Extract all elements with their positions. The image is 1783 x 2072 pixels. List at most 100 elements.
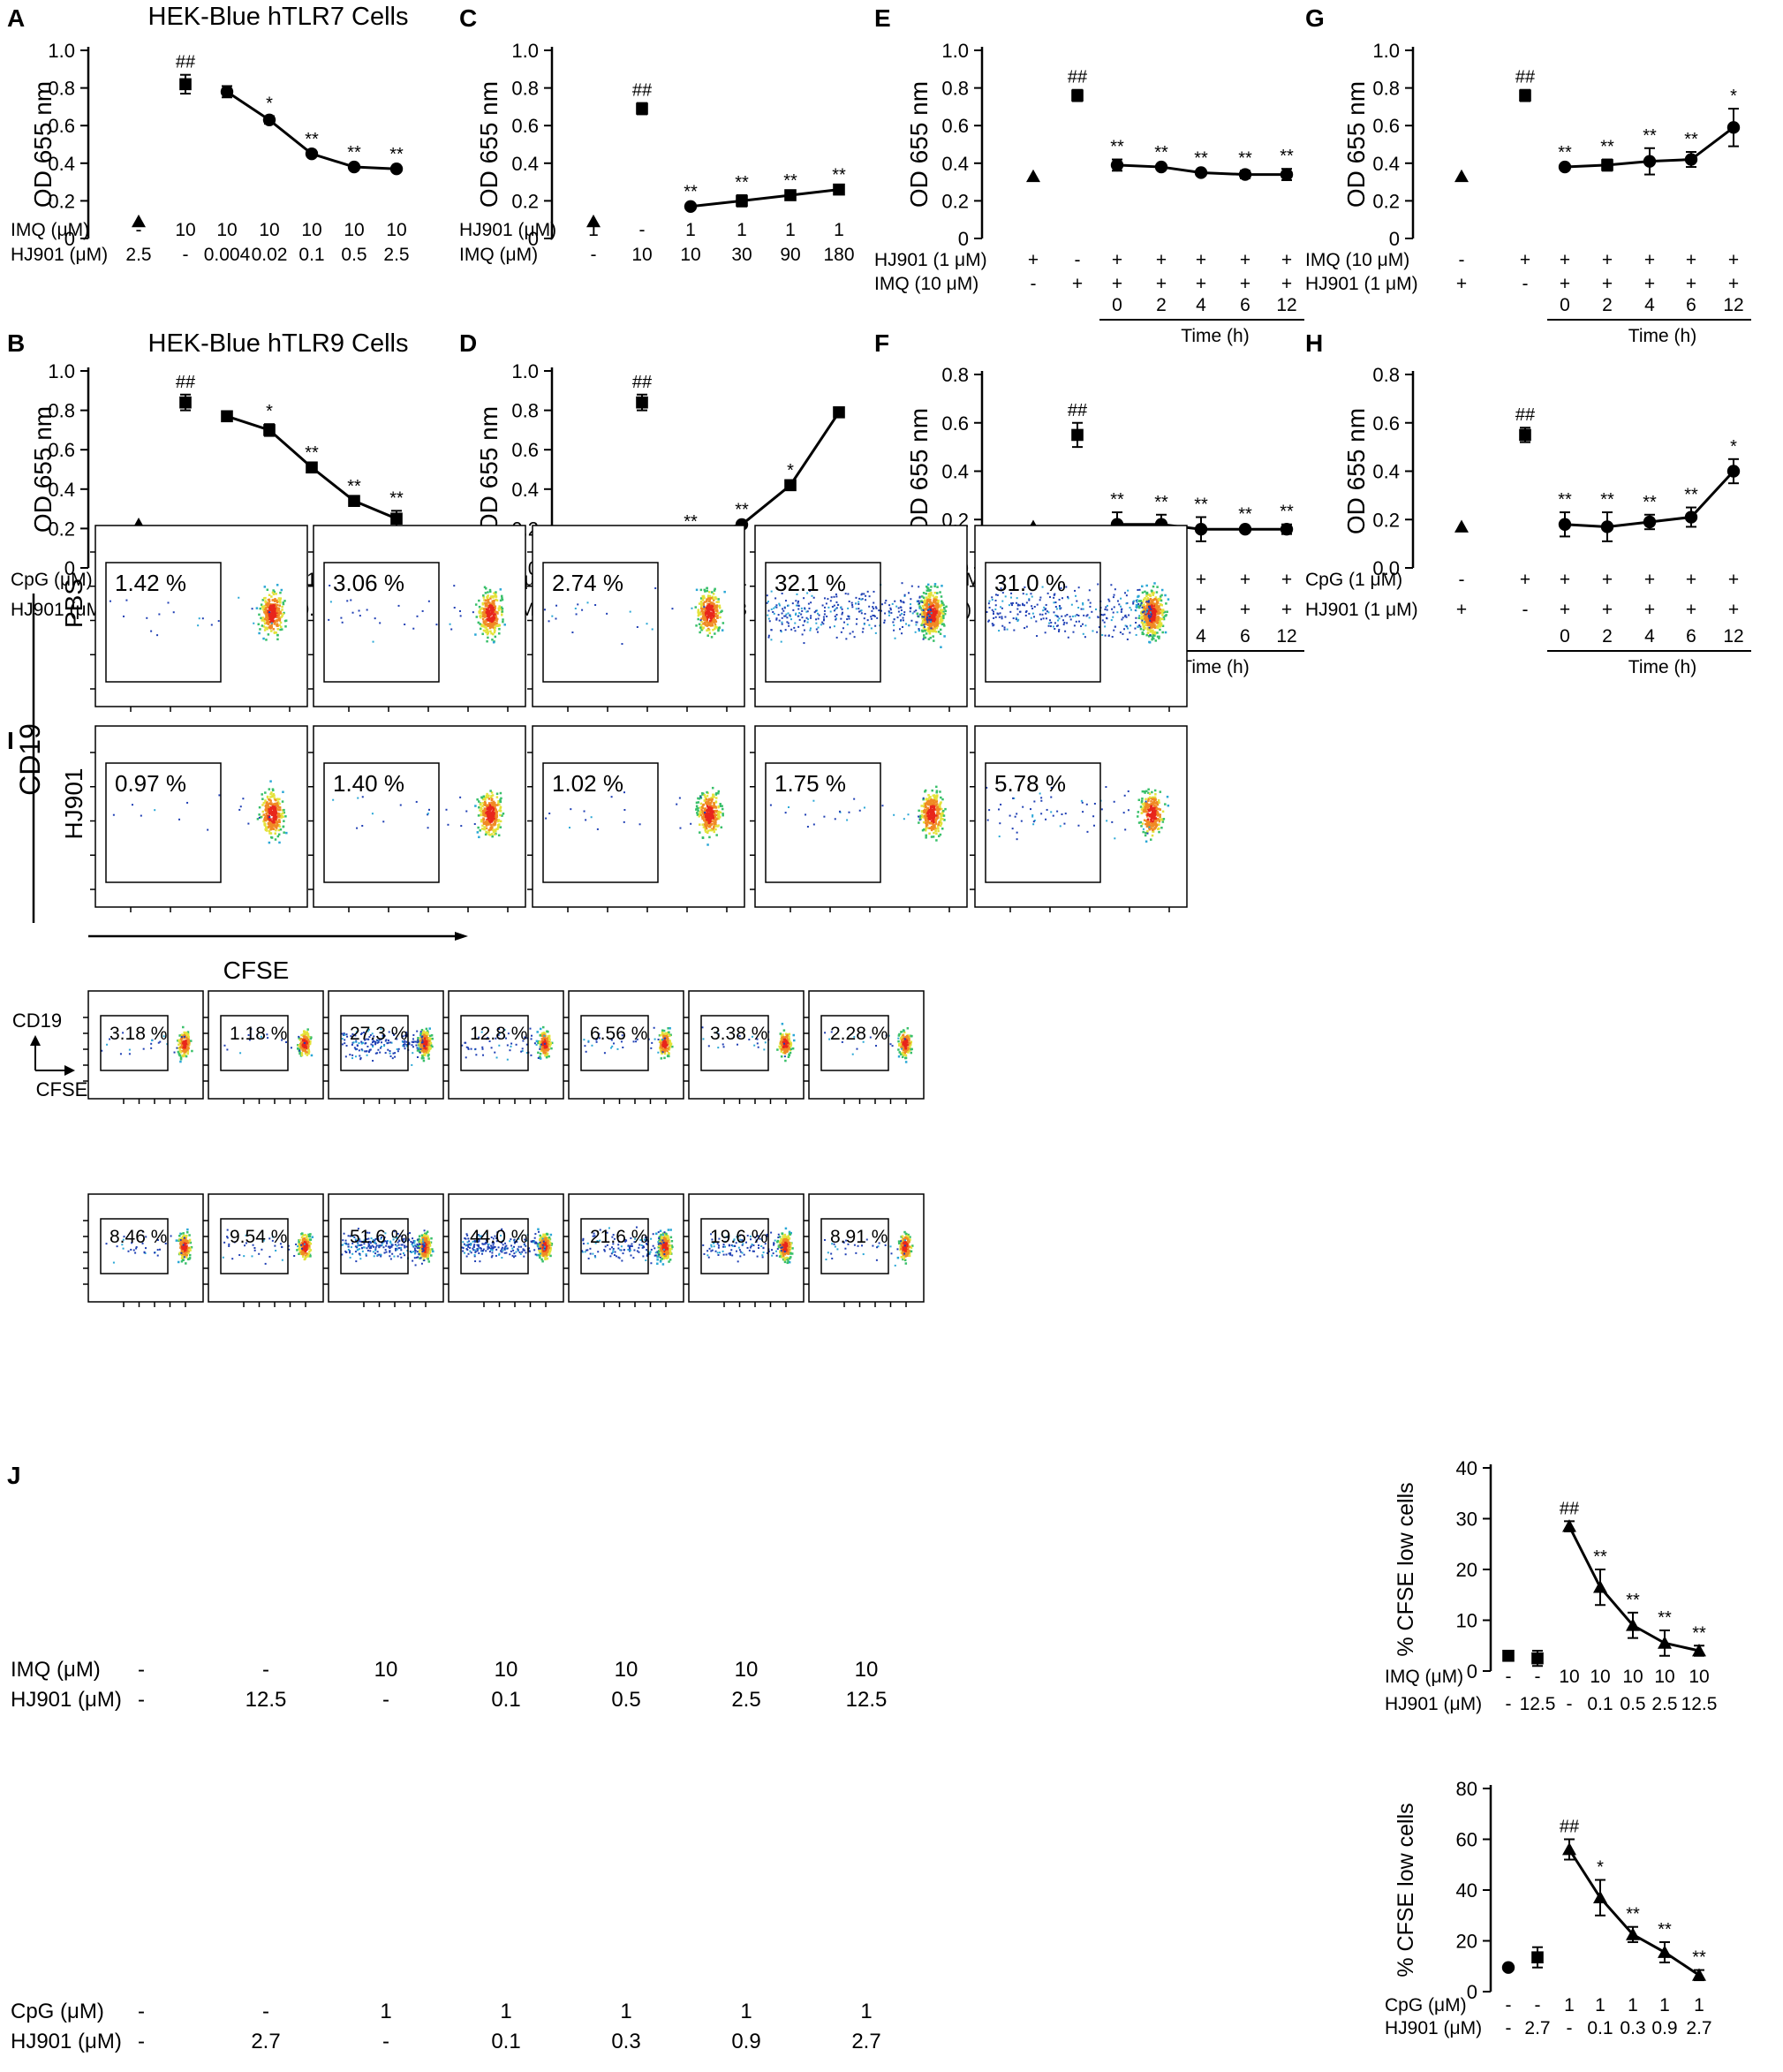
panel-i-flow-plot-dot [699,597,703,600]
panel-i-flow-plot-dot [495,616,498,619]
panel-i-flow-plot-dot [486,814,488,818]
panel-i-flow-plot-dot [492,601,495,604]
panel-i-flow-plot-dot [488,588,492,592]
panel-i-flow-plot-low-dot [150,630,153,632]
panel-i-flow-plot-dot [283,600,286,602]
panel-i-flow-plot-dot [708,825,712,828]
panel-i-flow-plot-dot [700,609,704,611]
panel-i-flow-plot-low-dot [548,813,551,815]
panel-i-flow-plot-dot [712,618,714,622]
panel-i-flow-plot-dot [485,608,488,611]
panel-i-flow-plot-dot [1158,820,1161,823]
panel-i-flow-plot-dot [1143,607,1146,609]
panel-i-flow-plot-dot [1155,813,1158,816]
panel-i-flow-plot-dot [921,620,925,624]
panel-i-flow-plot-dot [924,817,927,820]
panel-i-flow-plot-low-dot [815,622,818,624]
panel-e-row-value: 4 [1196,295,1206,315]
panel-i-flow-plot-dot [1141,803,1145,805]
panel-i-flow-plot-low-dot [893,624,895,626]
panel-i-flow-plot-low-dot [855,596,858,599]
panel-i-flow-plot-dot [492,606,495,609]
panel-i-flow-plot-dot [490,823,493,827]
panel-i-flow-plot-dot [492,805,495,808]
panel-i-flow-plot-dot [267,826,270,829]
panel-i-flow-plot-dot [483,797,486,799]
panel-i-flow-plot-dot [720,826,723,828]
panel-i-flow-plot-low-dot [803,642,805,645]
panel-i-flow-plot-low-dot [1040,618,1043,621]
panel-i-flow-plot-dot [482,624,485,627]
panel-j-flow-plot-dot [185,1036,188,1039]
panel-i-flow-plot-dot [708,819,711,822]
panel-i-flow-plot-low-dot [1066,622,1069,624]
panel-i-flow-plot-low-dot [1113,594,1115,596]
panel-i-flow-plot-low-dot [899,614,902,616]
panel-j-flow-plot-low-dot [180,1036,183,1039]
panel-f-significance: ** [1154,493,1168,512]
panel-i-flow-plot-dot [934,797,937,799]
panel-i-flow-plot-low-dot [218,794,221,797]
panel-i-flow-plot-dot [499,810,502,813]
panel-i-flow-plot-low-dot [822,623,825,625]
panel-i-flow-plot-low-dot [994,616,997,618]
panel-i-flow-plot-dot [270,624,273,627]
panel-i-flow-plot-low-dot [860,594,863,596]
panel-i-flow-plot-dot [1152,801,1155,805]
panel-i-flow-plot-dot [280,813,283,816]
panel-i-flow-plot-low-dot [853,798,856,800]
panel-i-flow-plot-dot [925,834,927,837]
panel-i-flow-plot-percent: 0.97 % [115,770,186,797]
panel-i-flow-plot-gate [105,562,222,683]
panel-i-flow-plot-dot [709,621,713,624]
panel-i-flow-plot-dot [1152,637,1155,640]
panel-i-flow-plot-dot [695,805,699,808]
panel-i-flow-plot-low-dot [804,607,806,609]
panel-i-flow-plot-dot [712,793,714,797]
panel-i-flow-plot-low-dot [610,796,613,798]
panel-i-flow-plot-dot [273,794,276,798]
panel-i-flow-plot-dot [1141,798,1144,800]
panel-i-flow-plot-dot [1154,807,1158,811]
panel-i-flow-plot-dot [278,599,282,602]
panel-i-flow-plot-low-dot [870,627,873,630]
panel-i-flow-plot-dot [933,612,936,615]
panel-i-flow-plot-low-dot [1093,824,1096,827]
panel-i-flow-plot-low-dot [1150,608,1152,610]
panel-i-flow-plot-low-dot [804,608,806,610]
panel-i-flow-plot-dot [706,831,709,835]
panel-i-flow-plot-dot [706,609,709,612]
panel-i-flow-plot-dot [1152,816,1156,819]
panel-i-flow-plot-dot [274,599,277,602]
panel-i-flow-plot-low-dot [371,813,374,815]
panel-i-flow-plot-dot [283,820,285,822]
panel-h-significance: ** [1600,490,1614,510]
panel-i-flow-plot-low-dot [1137,602,1140,605]
panel-i-flow-plot-low-dot [1040,813,1043,815]
panel-i-flow-plot-dot [697,806,699,810]
panel-i-flow-plot-low-dot [1060,607,1062,609]
panel-i-flow-plot-low-dot [797,604,800,607]
panel-i-flow-plot-dot [937,816,940,819]
panel-j-flow-plot-low-dot [122,1032,125,1034]
panel-i-flow-plot-dot [261,624,264,627]
panel-i-flow-plot-dot [276,800,280,804]
panel-i-flow-plot-low-dot [768,620,771,623]
panel-i-flow-plot-low-dot [1033,800,1036,803]
panel-i-flow-plot-dot [1150,606,1153,609]
panel-f-row-value: + [1281,600,1292,620]
panel-i-flow-plot-dot [276,599,278,602]
panel-i-flow-plot-dot [713,602,715,606]
panel-i-flow-plot-dot [1152,621,1155,624]
panel-i-flow-plot-low-dot [1024,586,1026,588]
panel-i-flow-plot-dot [479,615,481,617]
panel-j-flow-plot-dot [179,1041,182,1045]
panel-i-flow-plot-low-dot [1120,610,1122,613]
panel-i-flow-plot-low-dot [1053,594,1055,596]
panel-i-flow-plot-dot [704,623,707,626]
panel-i-flow-plot-dot [1137,811,1140,813]
panel-i-flow-plot-dot [484,604,487,608]
panel-i-flow-plot-dot [277,600,280,603]
panel-d-y-tick-label: 1.0 [511,360,539,382]
panel-i-flow-plot-low-dot [833,604,835,607]
